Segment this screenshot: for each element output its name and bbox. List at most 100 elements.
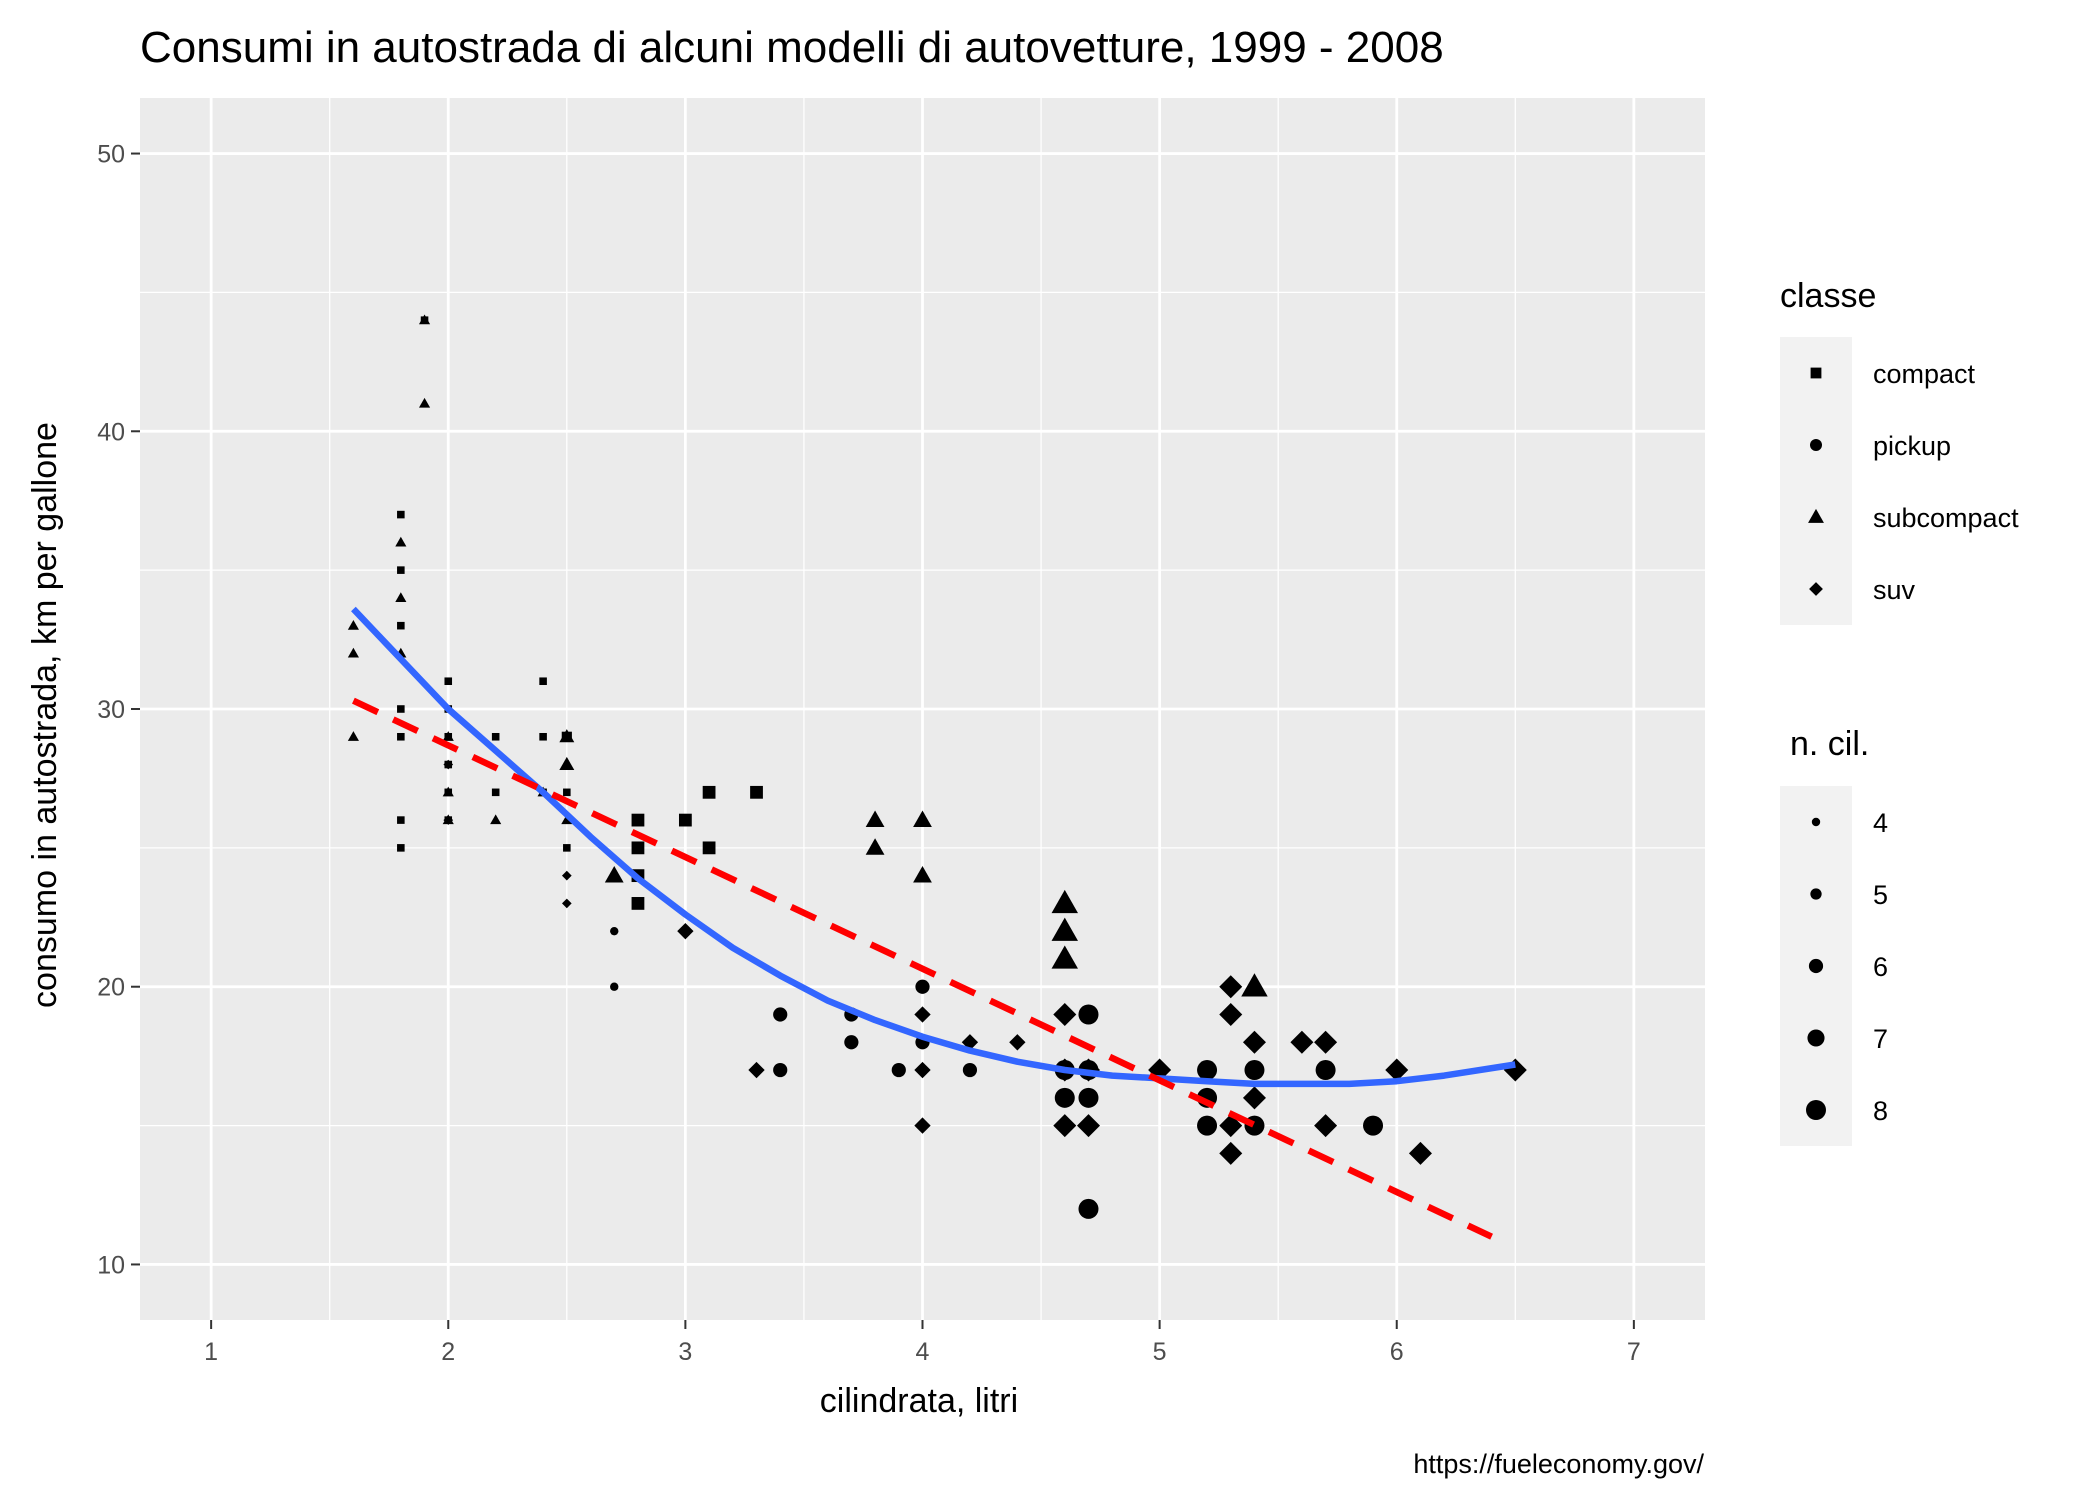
data-point <box>1078 1004 1099 1025</box>
data-point <box>347 731 359 741</box>
legend-key-square <box>1810 367 1822 379</box>
legend-label: subcompact <box>1873 503 2019 533</box>
data-point <box>1314 1030 1338 1054</box>
data-point <box>442 731 454 741</box>
y-tick-label: 20 <box>97 974 125 1002</box>
data-point <box>347 620 359 630</box>
chart-caption: https://fueleconomy.gov/ <box>1413 1449 1704 1479</box>
data-point <box>397 816 405 824</box>
data-point <box>1314 1114 1338 1138</box>
data-point <box>1219 975 1243 999</box>
data-point <box>1076 1114 1100 1138</box>
x-tick-label: 3 <box>678 1338 692 1366</box>
y-tick-label: 30 <box>97 696 125 724</box>
data-point <box>559 756 575 771</box>
data-point <box>702 785 716 799</box>
chart-title: Consumi in autostrada di alcuni modelli … <box>140 23 1444 72</box>
legend-label: 7 <box>1873 1024 1888 1054</box>
data-point <box>773 1062 788 1078</box>
linear-line <box>352 697 1493 1240</box>
data-point <box>865 810 885 827</box>
y-tick-label: 40 <box>97 418 125 446</box>
data-point <box>1363 1115 1384 1136</box>
data-point <box>1009 1034 1026 1051</box>
data-point <box>1197 1115 1218 1136</box>
data-point <box>678 813 692 827</box>
data-point <box>444 677 453 686</box>
data-point <box>443 759 454 770</box>
data-point <box>1242 1030 1266 1054</box>
data-point <box>561 898 572 909</box>
data-point <box>1241 973 1268 997</box>
data-point <box>610 926 619 936</box>
legend-label: suv <box>1873 575 1916 605</box>
data-point <box>347 647 359 658</box>
legend-key-triangle <box>1808 508 1824 523</box>
x-tick-label: 7 <box>1627 1338 1641 1366</box>
data-point <box>914 1117 931 1134</box>
data-point <box>1054 1087 1075 1108</box>
data-point <box>913 866 932 883</box>
data-point <box>914 1061 931 1079</box>
legend-label: 8 <box>1873 1096 1888 1126</box>
data-point <box>1242 1086 1266 1110</box>
plot-panel <box>140 98 1705 1320</box>
data-point <box>610 982 619 991</box>
legend-key-circle <box>1807 1029 1825 1047</box>
legend-label: pickup <box>1873 431 1951 461</box>
data-point <box>1053 1003 1077 1026</box>
data-point <box>844 1035 859 1050</box>
legend-label: 6 <box>1873 952 1888 982</box>
data-point <box>397 844 405 852</box>
legend-label: compact <box>1873 359 1976 389</box>
legend-classe: classe compact pickup subcompact suv <box>1780 277 2019 625</box>
data-point <box>914 1006 931 1023</box>
data-point <box>491 788 500 797</box>
data-point <box>490 814 502 825</box>
y-axis-title: consumo in autostrada, km per gallone <box>26 422 64 1008</box>
legend-key-circle <box>1811 817 1821 827</box>
data-point <box>418 397 431 408</box>
data-point <box>1408 1141 1432 1165</box>
data-point <box>631 897 645 910</box>
data-point <box>561 870 572 881</box>
data-point <box>395 592 407 602</box>
data-point <box>1385 1058 1409 1082</box>
data-point <box>1051 917 1079 941</box>
data-point <box>395 536 407 547</box>
y-tick-label: 10 <box>97 1251 125 1279</box>
data-point <box>631 813 645 827</box>
loess-line <box>351 606 1516 1088</box>
data-point <box>1078 1198 1099 1219</box>
legend-key-circle <box>1810 439 1822 451</box>
data-point <box>915 979 930 994</box>
data-point <box>559 729 575 743</box>
data-point <box>1078 1087 1099 1108</box>
data-point <box>1290 1030 1314 1054</box>
x-axis: 1 2 3 4 5 6 7 <box>204 1320 1641 1366</box>
legend-key-circle <box>1810 888 1822 900</box>
legend-key-circle <box>1806 1100 1826 1120</box>
data-point <box>865 838 885 855</box>
data-point <box>397 732 405 741</box>
legend-title: n. cil. <box>1790 725 1869 763</box>
legend-n-cil: n. cil. 4 5 6 7 8 <box>1780 725 1888 1146</box>
x-tick-label: 2 <box>441 1338 455 1366</box>
data-point <box>539 732 547 741</box>
x-tick-label: 5 <box>1153 1338 1167 1366</box>
data-point <box>891 1062 906 1078</box>
x-tick-label: 4 <box>916 1338 930 1366</box>
data-point <box>397 566 405 574</box>
data-point <box>539 677 547 686</box>
data-point <box>1244 1060 1265 1081</box>
data-point <box>1051 889 1079 914</box>
data-point <box>1219 1141 1243 1165</box>
data-point <box>397 621 405 630</box>
data-point <box>1315 1060 1336 1081</box>
data-point <box>750 785 763 799</box>
legend-label: 4 <box>1873 808 1888 838</box>
data-point <box>561 814 573 825</box>
x-tick-label: 1 <box>204 1338 218 1366</box>
data-point <box>1197 1060 1218 1081</box>
